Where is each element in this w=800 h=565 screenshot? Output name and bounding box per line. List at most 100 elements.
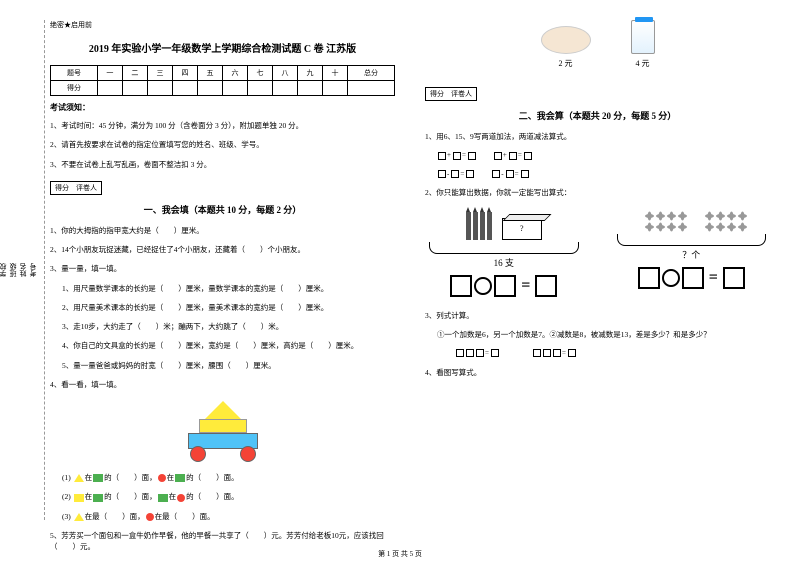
- th: 三: [147, 66, 172, 81]
- question: 3、量一量，填一填。: [50, 263, 395, 274]
- text: 的（ ）面。: [186, 473, 239, 482]
- circle-red-icon: [177, 494, 185, 502]
- triangle-icon: [74, 513, 84, 521]
- label: (2): [62, 492, 71, 501]
- td[interactable]: [222, 81, 247, 96]
- label-16: 16 支: [425, 256, 583, 269]
- label-q: ？个: [613, 248, 771, 261]
- diagram-row: ? 16 支 = ？个 =: [425, 212, 770, 297]
- sub-question: 2、用尺量美术课本的长约是（ ）厘米，量美术课本的宽约是（ ）厘米。: [62, 302, 395, 313]
- blank-box[interactable]: [506, 170, 514, 178]
- th: 五: [197, 66, 222, 81]
- blank-box[interactable]: [492, 170, 500, 178]
- th: 六: [222, 66, 247, 81]
- text: 在最（ ）面。: [155, 512, 215, 521]
- square-green-icon: [175, 474, 185, 482]
- blank-box[interactable]: [468, 152, 476, 160]
- blank-box[interactable]: [466, 349, 474, 357]
- pencils-group: [466, 212, 492, 240]
- th: 总分: [348, 66, 395, 81]
- blank-box[interactable]: [494, 152, 502, 160]
- th: 十: [323, 66, 348, 81]
- blank-box[interactable]: [494, 275, 516, 297]
- blank-box[interactable]: [638, 267, 660, 289]
- side-label: 学校: [0, 263, 8, 277]
- flower-icon: [651, 212, 660, 221]
- flower-icon: [640, 223, 649, 232]
- text: 在: [167, 473, 175, 482]
- blank-box[interactable]: [438, 170, 446, 178]
- text: 的（ ）面。: [186, 492, 239, 501]
- question: 1、你的大拇指的指甲宽大约是（ ）厘米。: [50, 225, 395, 236]
- blank-box[interactable]: [535, 275, 557, 297]
- flower-icon: [700, 223, 709, 232]
- td[interactable]: [172, 81, 197, 96]
- blank-box[interactable]: [438, 152, 446, 160]
- td[interactable]: [197, 81, 222, 96]
- flower-icon: [722, 212, 731, 221]
- td[interactable]: [97, 81, 122, 96]
- blank-box[interactable]: [568, 349, 576, 357]
- box-icon: ?: [502, 218, 542, 240]
- blank-box[interactable]: [723, 267, 745, 289]
- blank-box[interactable]: [509, 152, 517, 160]
- td[interactable]: [323, 81, 348, 96]
- equation-blanks: -= -=: [437, 169, 770, 180]
- question: 4、看一看，填一填。: [50, 379, 395, 390]
- blank-box[interactable]: [456, 349, 464, 357]
- exam-title: 2019 年实验小学一年级数学上学期综合检测试题 C 卷 江苏版: [50, 40, 395, 55]
- blank-box[interactable]: [521, 170, 529, 178]
- td[interactable]: [122, 81, 147, 96]
- blank-circle[interactable]: [474, 277, 492, 295]
- blank-box[interactable]: [682, 267, 704, 289]
- pencil-icon: [480, 212, 485, 240]
- left-column: 绝密★启用前 2019 年实验小学一年级数学上学期综合检测试题 C 卷 江苏版 …: [50, 20, 395, 553]
- blank-box[interactable]: [450, 275, 472, 297]
- page: 绝密★启用前 2019 年实验小学一年级数学上学期综合检测试题 C 卷 江苏版 …: [0, 0, 800, 563]
- instruction: 2、请首先按要求在试卷的指定位置填写您的姓名、班级、学号。: [50, 139, 395, 150]
- blank-box[interactable]: [491, 349, 499, 357]
- fold-line: [44, 20, 45, 520]
- table-row: 题号一二三四五六七八九十总分: [51, 66, 395, 81]
- th: 七: [248, 66, 273, 81]
- blank-box[interactable]: [533, 349, 541, 357]
- flower-icon: [711, 223, 720, 232]
- bracket-icon: [617, 234, 767, 246]
- side-label: 考号: [28, 263, 38, 277]
- blank-box[interactable]: [543, 349, 551, 357]
- side-label: 姓名: [18, 263, 28, 277]
- confidential-label: 绝密★启用前: [50, 20, 395, 30]
- question: 2、14个小朋友玩捉迷藏，已经捉住了4个小朋友，还藏着（ ）个小朋友。: [50, 244, 395, 255]
- blank-box[interactable]: [476, 349, 484, 357]
- td[interactable]: [298, 81, 323, 96]
- blank-box[interactable]: [453, 152, 461, 160]
- blank-box[interactable]: [524, 152, 532, 160]
- sub-question: 5、量一量爸爸或妈妈的肘宽（ ）厘米，腰围（ ）厘米。: [62, 360, 395, 371]
- triangle-icon: [74, 474, 84, 482]
- equals-sign: =: [709, 269, 718, 287]
- sub-question: 4、你自己的文具盒的长约是（ ）厘米，宽约是（ ）厘米，高约是（ ）厘米。: [62, 340, 395, 351]
- flower-icon: [640, 212, 649, 221]
- blank-box[interactable]: [466, 170, 474, 178]
- right-column: 2 元 4 元 得分 评卷人 二、我会算（本题共 20 分，每题 5 分） 1、…: [425, 20, 770, 553]
- blank-circle[interactable]: [662, 269, 680, 287]
- text: 在: [169, 492, 177, 501]
- td[interactable]: [348, 81, 395, 96]
- text: 的（ ）面，: [104, 473, 157, 482]
- score-table: 题号一二三四五六七八九十总分 得分: [50, 65, 395, 96]
- td[interactable]: [273, 81, 298, 96]
- binding-labels: 考号 姓名 班级 学校 乡镇（街道）: [8, 20, 38, 520]
- blank-box[interactable]: [451, 170, 459, 178]
- section2-title: 二、我会算（本题共 20 分，每题 5 分）: [425, 109, 770, 122]
- sub-question: (3) 在最（ ）面，在最（ ）面。: [62, 511, 395, 522]
- side-label: 班级: [8, 263, 18, 277]
- td[interactable]: [248, 81, 273, 96]
- flower-diagram: ？个 =: [613, 212, 771, 297]
- blank-box[interactable]: [553, 349, 561, 357]
- square-yellow-icon: [74, 494, 84, 502]
- td[interactable]: [147, 81, 172, 96]
- sub-question: 3、走10步，大约走了（ ）米；蹦两下，大约跳了（ ）米。: [62, 321, 395, 332]
- question: 2、你只能算出数据，你就一定能写出算式：: [425, 187, 770, 198]
- flower-icon: [673, 223, 682, 232]
- score-box: 得分 评卷人: [425, 87, 477, 101]
